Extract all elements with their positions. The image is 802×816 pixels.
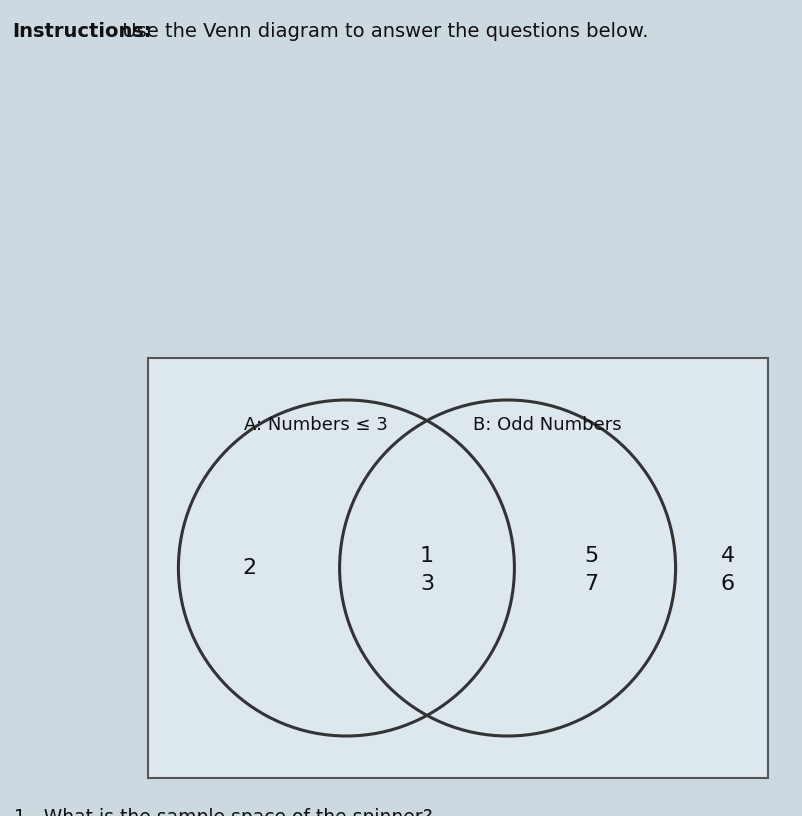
Text: 3: 3 bbox=[419, 574, 434, 594]
Text: A: Numbers ≤ 3: A: Numbers ≤ 3 bbox=[244, 416, 388, 434]
Text: 1: 1 bbox=[419, 546, 434, 566]
Text: B: Odd Numbers: B: Odd Numbers bbox=[472, 416, 621, 434]
Text: 1.  What is the sample space of the spinner?: 1. What is the sample space of the spinn… bbox=[14, 808, 432, 816]
Text: Use the Venn diagram to answer the questions below.: Use the Venn diagram to answer the quest… bbox=[115, 22, 648, 41]
Text: 4: 4 bbox=[719, 546, 734, 566]
Text: 7: 7 bbox=[584, 574, 598, 594]
Text: 6: 6 bbox=[719, 574, 734, 594]
Text: 2: 2 bbox=[241, 558, 256, 578]
Text: 5: 5 bbox=[584, 546, 598, 566]
Text: Instructions:: Instructions: bbox=[12, 22, 152, 41]
Bar bbox=[148, 358, 767, 778]
